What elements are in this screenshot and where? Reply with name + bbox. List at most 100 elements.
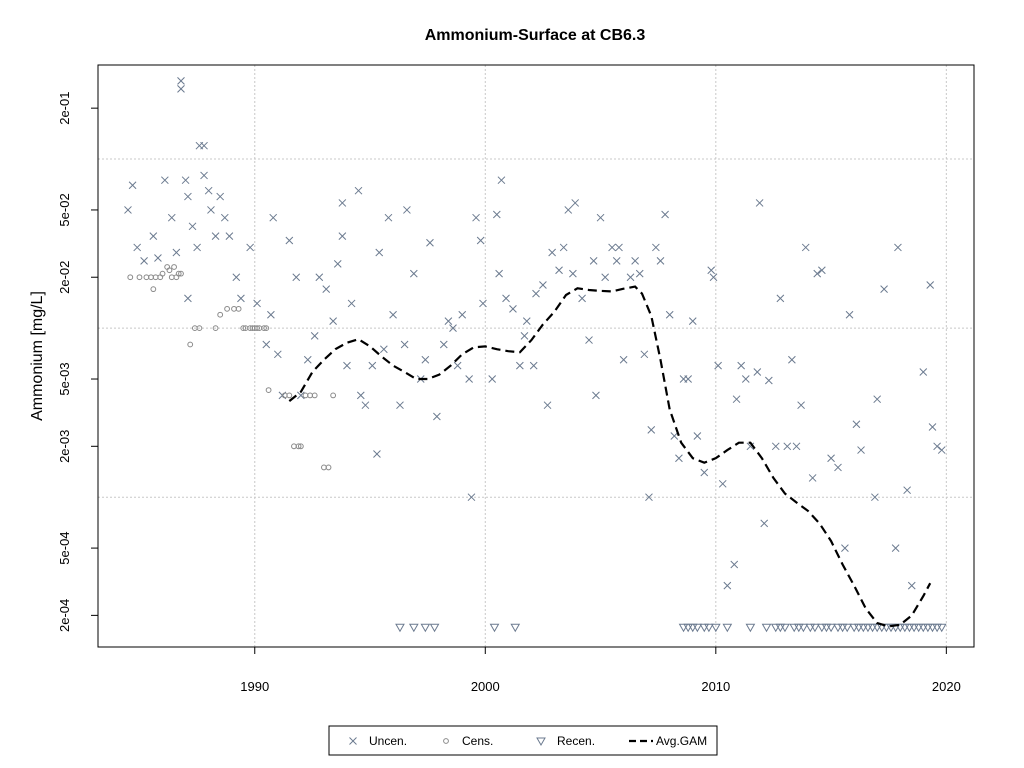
uncensored-point [216, 192, 225, 201]
uncensored-point-stroke [808, 474, 817, 482]
recensored-point [761, 623, 772, 633]
uncensored-point-stroke [389, 310, 397, 319]
uncensored-point-stroke [384, 213, 393, 222]
uncensored-point [532, 289, 540, 298]
uncensored-point [601, 273, 610, 282]
uncensored-point [267, 310, 275, 319]
uncensored-point-stroke [746, 442, 755, 451]
uncensored-point [592, 391, 600, 400]
recensored-point [886, 623, 896, 633]
uncensored-point-stroke [608, 243, 616, 252]
uncensored-point-stroke [338, 232, 347, 240]
uncensored-point-stroke [467, 493, 476, 502]
uncensored-point [297, 391, 305, 400]
uncensored-point [237, 294, 245, 303]
uncensored-point-stroke [903, 486, 912, 495]
uncensored-point [714, 361, 722, 370]
uncensored-point [569, 269, 577, 278]
recensored-point [745, 623, 756, 633]
uncensored-point [640, 350, 649, 359]
legend: Uncen. Cens. Recen. Avg.GAM [328, 725, 718, 756]
recensored-point [821, 623, 832, 633]
uncensored-point [926, 281, 935, 289]
uncensored-point [488, 375, 497, 383]
uncensored-point-stroke [619, 355, 628, 364]
uncensored-point-stroke [292, 273, 301, 282]
uncensored-point [253, 299, 261, 308]
uncensored-point [373, 450, 381, 458]
uncensored-point-stroke [801, 243, 810, 252]
uncensored-point-stroke [569, 269, 577, 278]
legend-label: Avg.GAM [656, 734, 707, 748]
uncensored-point [647, 426, 656, 434]
uncensored-point [873, 395, 882, 404]
uncensored-point [285, 236, 294, 245]
uncensored-point-stroke [631, 256, 639, 265]
uncensored-point [354, 186, 363, 195]
recensored-point [853, 623, 864, 633]
uncensored-point-stroke [776, 294, 785, 303]
uncensored-point-stroke [813, 269, 822, 278]
legend-entry: Uncen. [349, 734, 407, 748]
uncensored-point-stroke [753, 368, 762, 376]
uncensored-point [808, 474, 817, 482]
recensored-point [704, 623, 714, 633]
uncensored-point-stroke [409, 269, 418, 278]
uncensored-point [368, 361, 377, 370]
uncensored-point [472, 213, 480, 222]
uncensored-point [764, 376, 773, 385]
uncensored-point-stroke [707, 266, 716, 275]
uncensored-point-stroke [379, 345, 388, 354]
recensored-point [420, 623, 431, 633]
uncensored-point [467, 493, 476, 502]
uncensored-point-stroke [937, 446, 946, 454]
recensored-point [489, 623, 500, 633]
recensored-point [678, 623, 689, 633]
censored-point [224, 305, 230, 312]
uncensored-point [273, 350, 282, 359]
censored-point [159, 270, 166, 277]
uncensored-point [776, 294, 785, 303]
censored-point [212, 325, 219, 332]
uncensored-point [619, 355, 628, 364]
uncensored-point [760, 519, 769, 528]
uncensored-point-stroke [732, 395, 741, 404]
uncensored-point-stroke [755, 199, 764, 207]
uncensored-point [645, 493, 653, 502]
uncensored-point [937, 446, 946, 454]
uncensored-point-stroke [343, 361, 351, 370]
uncensored-point-stroke [834, 463, 842, 472]
recensored-point [849, 623, 859, 633]
censored-point [150, 286, 157, 293]
recensored-point [793, 623, 804, 633]
uncensored-point-stroke [184, 192, 192, 201]
uncensored-point [379, 345, 388, 354]
uncensored-point-stroke [718, 479, 727, 488]
uncensored-point-stroke [871, 493, 879, 502]
censored-point [254, 325, 260, 332]
uncensored-point-stroke [181, 176, 190, 185]
uncensored-point-stroke [522, 317, 531, 325]
uncensored-point-stroke [329, 317, 337, 325]
uncensored-point-stroke [532, 289, 540, 298]
legend-label: Cens. [462, 734, 493, 748]
uncensored-point [827, 454, 835, 463]
recensored-point [395, 623, 405, 633]
uncensored-point-stroke [400, 340, 409, 349]
uncensored-point [746, 442, 755, 451]
uncensored-point [200, 171, 208, 180]
uncensored-point-stroke [585, 336, 593, 344]
uncensored-point-stroke [852, 420, 861, 429]
censored-point [217, 311, 224, 318]
triangle-down-icon [536, 737, 546, 747]
uncensored-point-stroke [375, 248, 384, 257]
recensored-point [722, 623, 733, 633]
uncensored-point [200, 141, 208, 150]
uncensored-point-stroke [516, 361, 524, 370]
uncensored-point [656, 256, 665, 265]
censored-point [261, 325, 267, 332]
uncensored-point [184, 294, 192, 303]
uncensored-point [555, 266, 563, 275]
censored-point [178, 270, 184, 277]
